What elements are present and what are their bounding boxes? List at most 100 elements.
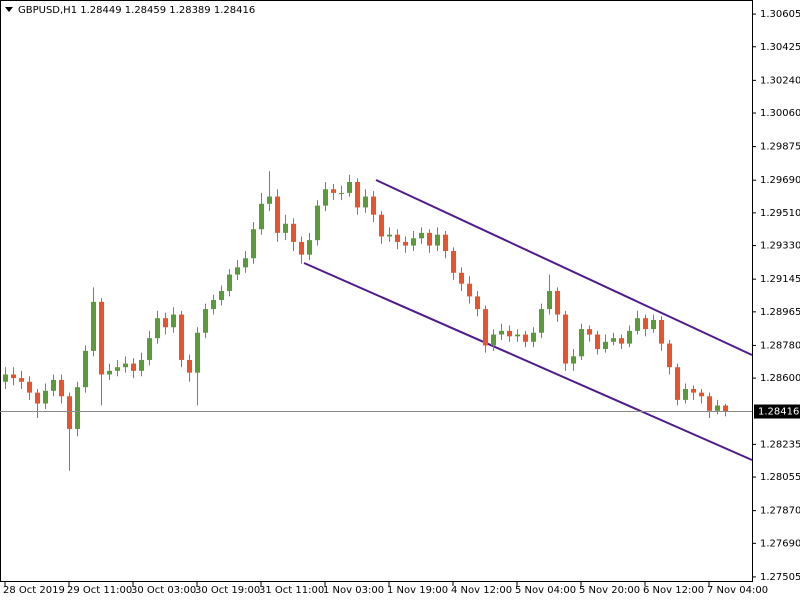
x-tick-label: 30 Oct 19:00	[195, 585, 260, 596]
candle-body	[131, 363, 136, 371]
candle-body	[507, 330, 512, 337]
candle-body	[115, 367, 120, 371]
candle-body	[539, 309, 544, 333]
candle-body	[699, 392, 704, 397]
candle-body	[203, 309, 208, 333]
candle-body	[43, 390, 48, 404]
candle-body	[331, 189, 336, 193]
candle-body	[395, 234, 400, 242]
y-tick-label: 1.30425	[760, 42, 800, 53]
candle-body	[635, 318, 640, 331]
candle-body	[251, 229, 256, 259]
candle-body	[139, 359, 144, 371]
candle-body	[363, 196, 368, 208]
candle-body	[155, 318, 160, 339]
candle-body	[691, 388, 696, 393]
candle-body	[187, 359, 192, 373]
candle-body	[483, 309, 488, 346]
current-price-box	[754, 404, 800, 419]
candle-body	[523, 334, 528, 342]
y-tick-label: 1.29875	[760, 142, 800, 153]
y-tick-label: 1.27505	[760, 572, 800, 583]
candle-body	[651, 320, 656, 330]
candle-body	[419, 232, 424, 239]
candle-body	[91, 301, 96, 351]
candle-body	[659, 320, 664, 344]
candle-body	[467, 283, 472, 297]
candle-body	[515, 334, 520, 337]
candle-body	[339, 192, 344, 194]
candle-body	[459, 272, 464, 284]
candle-body	[299, 241, 304, 255]
y-tick-label: 1.29145	[760, 274, 800, 285]
candle-body	[107, 370, 112, 375]
x-tick-label: 7 Nov 04:00	[707, 585, 768, 596]
candle-body	[51, 379, 56, 391]
x-tick-label: 31 Oct 11:00	[259, 585, 324, 596]
candle-body	[379, 214, 384, 237]
candle-body	[475, 296, 480, 310]
y-tick-label: 1.28600	[760, 373, 800, 384]
candle-body	[235, 267, 240, 275]
y-tick-label: 1.28780	[760, 340, 800, 351]
candle-body	[123, 363, 128, 368]
x-tick-label: 4 Nov 12:00	[451, 585, 512, 596]
candle-body	[323, 189, 328, 206]
candle-body	[211, 300, 216, 310]
candle-body	[595, 334, 600, 350]
candle-body	[435, 234, 440, 246]
y-tick-label: 1.28055	[760, 472, 800, 483]
channel-upper	[375, 179, 753, 356]
candle-body	[147, 338, 152, 360]
candle-body	[171, 314, 176, 328]
candle-body	[619, 338, 624, 344]
candle-body	[707, 396, 712, 411]
candle-body	[3, 374, 8, 382]
x-tick-label: 28 Oct 2019	[3, 585, 65, 596]
candle-body	[67, 396, 72, 429]
candle-body	[403, 241, 408, 246]
candle-body	[259, 203, 264, 230]
candle-body	[723, 405, 728, 412]
candle-body	[451, 251, 456, 273]
y-tick-label: 1.30060	[760, 108, 800, 119]
candle-body	[627, 330, 632, 344]
candle-body	[443, 234, 448, 252]
y-tick-label: 1.27690	[760, 538, 800, 549]
menu-triangle	[5, 7, 13, 12]
y-tick-label: 1.29690	[760, 175, 800, 186]
x-tick-label: 6 Nov 12:00	[643, 585, 704, 596]
candle-body	[307, 240, 312, 255]
y-tick-label: 1.28235	[760, 439, 800, 450]
candle-body	[347, 182, 352, 193]
y-tick-label: 1.27870	[760, 506, 800, 517]
y-tick-label: 1.29330	[760, 241, 800, 252]
candle-body	[11, 374, 16, 379]
x-tick-label: 1 Nov 03:00	[323, 585, 384, 596]
candle-body	[163, 318, 168, 328]
candle-body	[99, 301, 104, 375]
candle-body	[59, 379, 64, 397]
x-tick-label: 5 Nov 20:00	[579, 585, 640, 596]
candle-body	[427, 232, 432, 246]
candle-body	[491, 334, 496, 346]
candle-body	[371, 196, 376, 215]
candle-body	[283, 223, 288, 233]
candle-body	[579, 329, 584, 357]
candle-body	[563, 314, 568, 364]
candle-body	[603, 341, 608, 350]
chart-title: GBPUSD,H1 1.28449 1.28459 1.28389 1.2841…	[18, 5, 255, 16]
candle-body	[611, 338, 616, 342]
x-tick-label: 5 Nov 04:00	[515, 585, 576, 596]
candle-body	[555, 290, 560, 315]
candle-body	[315, 205, 320, 241]
candle-body	[19, 378, 24, 382]
candle-body	[35, 392, 40, 404]
candle-body	[715, 405, 720, 411]
candle-body	[83, 350, 88, 388]
candle-body	[499, 330, 504, 335]
candle-body	[531, 332, 536, 342]
candle-body	[219, 290, 224, 301]
